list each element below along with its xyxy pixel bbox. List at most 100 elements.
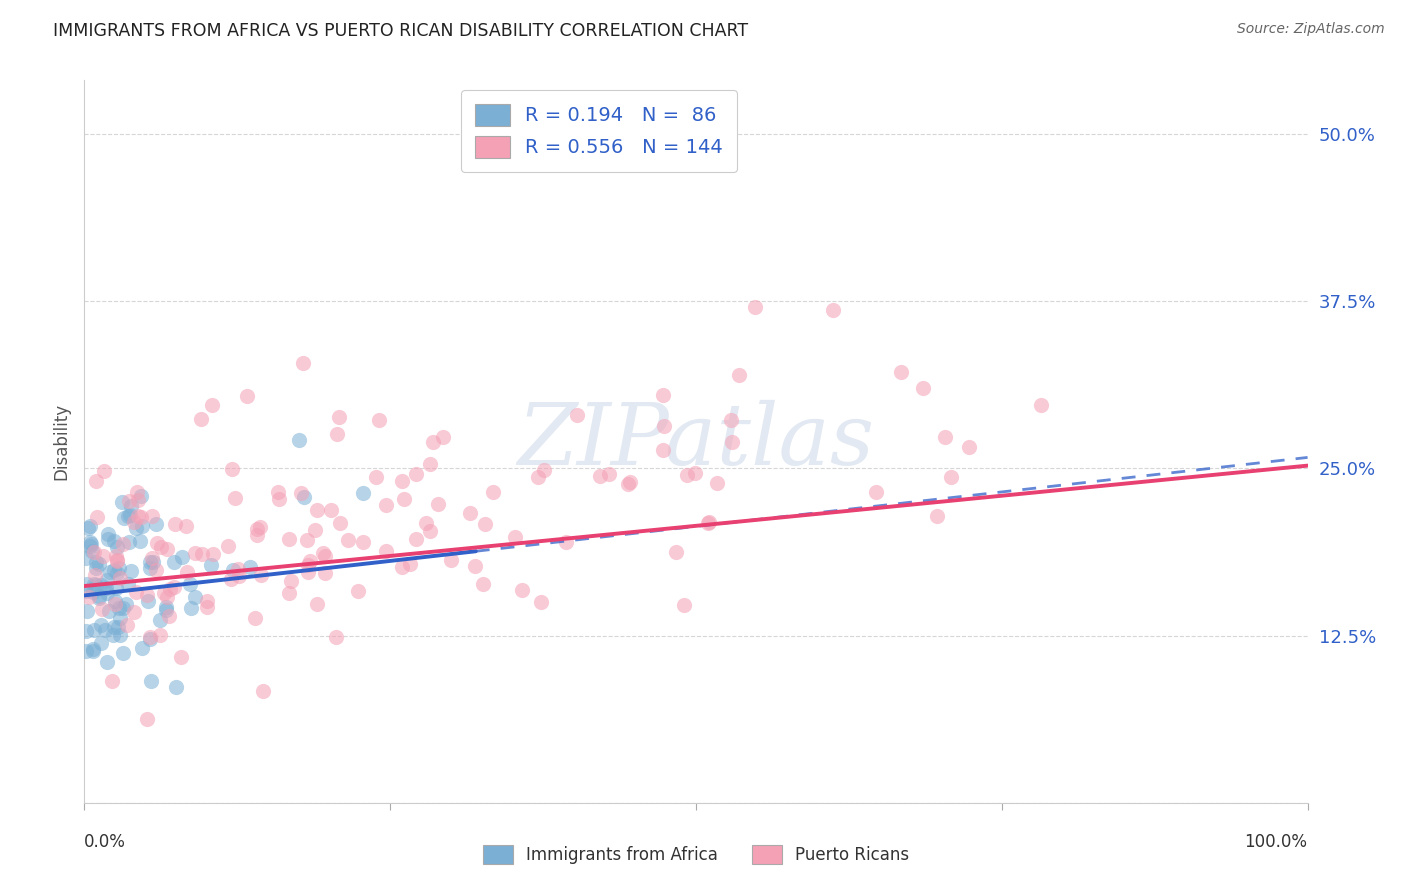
Point xyxy=(79,535,101,549)
Point xyxy=(191,547,214,561)
Point xyxy=(654,419,676,434)
Text: 0.0%: 0.0% xyxy=(84,833,127,851)
Point xyxy=(153,586,176,600)
Point xyxy=(325,630,347,644)
Point xyxy=(221,462,243,476)
Point xyxy=(170,549,193,564)
Point xyxy=(75,583,97,598)
Point xyxy=(93,465,115,479)
Point xyxy=(136,588,159,602)
Point xyxy=(117,577,139,591)
Point xyxy=(696,516,718,530)
Point xyxy=(103,620,125,634)
Point xyxy=(174,519,197,533)
Point xyxy=(87,589,110,603)
Point xyxy=(398,557,420,571)
Point xyxy=(90,636,112,650)
Point xyxy=(651,442,673,457)
Point xyxy=(934,430,956,444)
Point xyxy=(352,486,374,500)
Point xyxy=(222,563,245,577)
Point xyxy=(280,574,302,589)
Point xyxy=(139,555,162,569)
Point xyxy=(366,470,388,484)
Point xyxy=(865,484,887,499)
Point xyxy=(246,528,269,542)
Point xyxy=(112,601,135,615)
Point xyxy=(98,565,121,579)
Point xyxy=(176,565,198,579)
Point xyxy=(328,516,350,530)
Point xyxy=(217,539,239,553)
Point xyxy=(422,434,444,449)
Point xyxy=(337,533,360,548)
Point xyxy=(149,540,172,554)
Point xyxy=(156,591,179,605)
Point xyxy=(111,495,134,509)
Point xyxy=(108,601,131,615)
Point xyxy=(105,552,128,566)
Point xyxy=(103,563,125,577)
Point xyxy=(94,581,117,595)
Point xyxy=(512,582,534,597)
Point xyxy=(720,413,742,427)
Point xyxy=(598,467,620,482)
Point xyxy=(127,492,149,507)
Point xyxy=(1029,398,1052,412)
Point xyxy=(84,577,107,591)
Point xyxy=(90,578,112,592)
Point xyxy=(706,475,728,490)
Point xyxy=(86,561,108,575)
Point xyxy=(245,611,267,625)
Point xyxy=(890,365,912,379)
Point xyxy=(131,641,153,656)
Point xyxy=(184,546,207,560)
Point xyxy=(391,559,413,574)
Point xyxy=(474,516,496,531)
Point xyxy=(464,558,486,573)
Point xyxy=(127,508,149,523)
Point xyxy=(117,508,139,523)
Point xyxy=(163,555,186,569)
Point xyxy=(108,561,131,575)
Point xyxy=(75,624,97,638)
Point xyxy=(96,574,118,588)
Point xyxy=(100,674,122,689)
Point xyxy=(89,591,111,606)
Point xyxy=(321,503,343,517)
Point xyxy=(79,518,101,533)
Point xyxy=(87,557,110,571)
Point xyxy=(90,602,112,616)
Point xyxy=(374,498,396,512)
Point xyxy=(432,430,454,444)
Point xyxy=(86,509,108,524)
Point xyxy=(458,506,481,520)
Point xyxy=(108,610,131,624)
Point xyxy=(145,516,167,531)
Point xyxy=(202,547,225,561)
Point xyxy=(149,628,172,642)
Point xyxy=(312,546,335,560)
Point xyxy=(157,609,180,624)
Point xyxy=(297,558,319,573)
Point xyxy=(118,508,141,522)
Point xyxy=(288,433,311,447)
Point xyxy=(104,581,127,595)
Point xyxy=(105,541,128,555)
Point xyxy=(86,555,108,569)
Point xyxy=(96,527,118,541)
Point xyxy=(101,628,124,642)
Text: IMMIGRANTS FROM AFRICA VS PUERTO RICAN DISABILITY CORRELATION CHART: IMMIGRANTS FROM AFRICA VS PUERTO RICAN D… xyxy=(53,22,748,40)
Point xyxy=(115,597,138,611)
Point xyxy=(482,485,505,500)
Point xyxy=(125,585,148,599)
Point xyxy=(299,554,322,568)
Point xyxy=(405,533,427,547)
Point xyxy=(145,563,167,577)
Point xyxy=(297,533,319,548)
Point xyxy=(141,508,163,523)
Point xyxy=(190,412,212,426)
Point xyxy=(226,562,249,576)
Point xyxy=(367,413,389,427)
Point xyxy=(115,617,138,632)
